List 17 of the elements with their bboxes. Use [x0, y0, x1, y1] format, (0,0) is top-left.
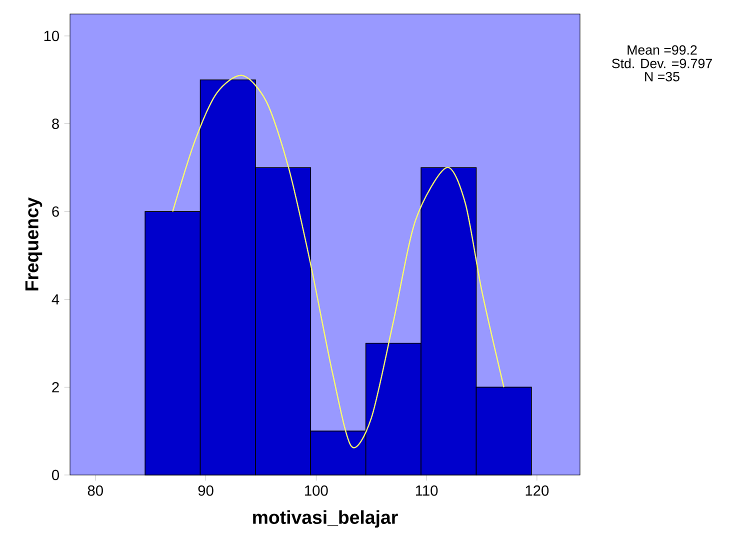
x-tick-label: 100 [305, 485, 328, 496]
y-tick-label: 4 [52, 294, 60, 304]
y-tick-label: 8 [52, 118, 59, 129]
x-tick-label: 80 [88, 485, 103, 496]
text: Mean =99.2 [628, 45, 697, 55]
x-axis-title: motivasi_belajar [253, 510, 398, 528]
text: Std. Dev. =9.797 [612, 58, 712, 68]
y-tick-label: 2 [52, 382, 59, 392]
y-axis-title: Frequency [25, 197, 42, 290]
x-tick-label: 90 [198, 485, 214, 496]
y-tick-label: 10 [44, 30, 60, 42]
x-tick-label: 120 [526, 485, 549, 496]
text: N =35 [645, 72, 680, 82]
x-tick-label: 110 [416, 485, 438, 496]
y-tick-label: 0 [52, 470, 60, 480]
y-tick-label: 6 [52, 206, 59, 217]
line-series [172, 74, 504, 448]
